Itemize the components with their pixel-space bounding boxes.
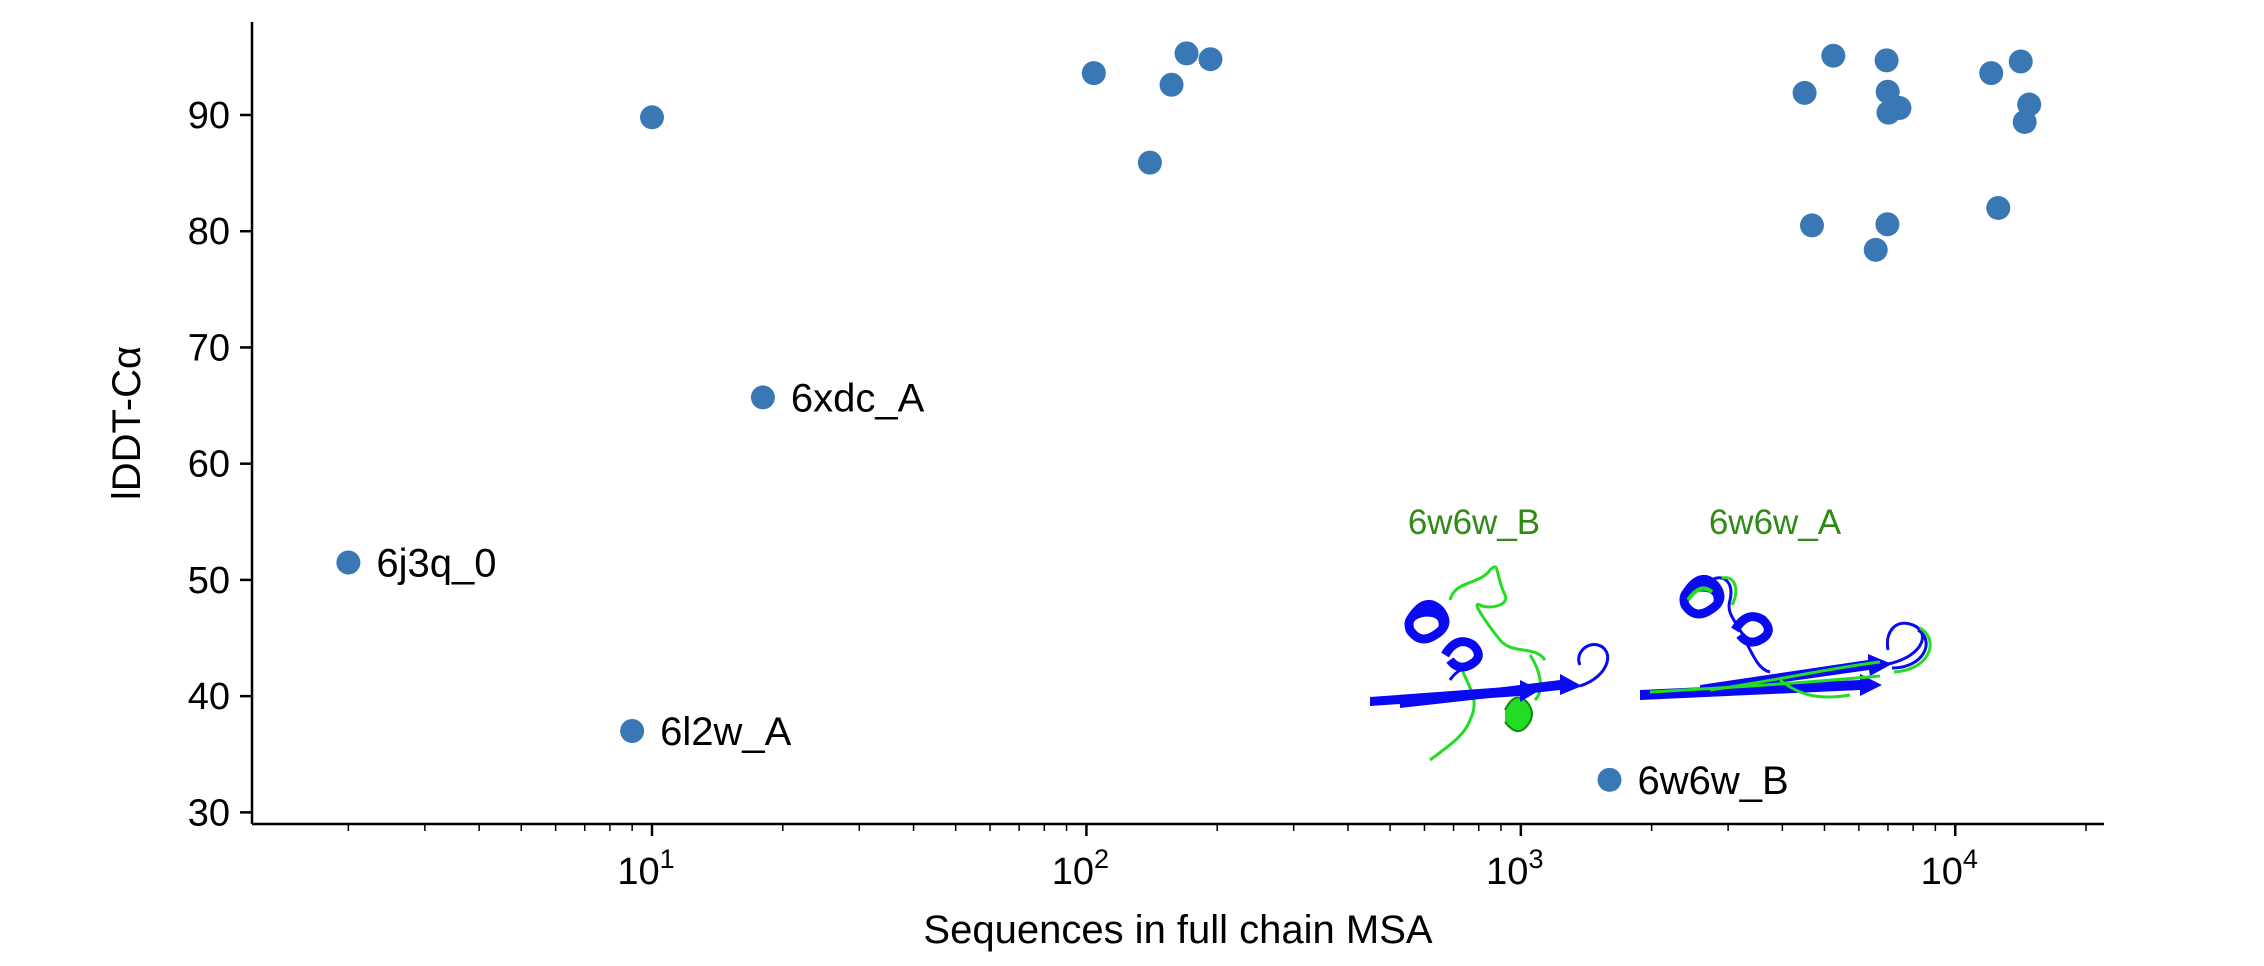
- point-labels: 6j3q_0 6l2w_A 6xdc_A 6w6w_B: [376, 376, 1788, 802]
- axis-ticks: 30 40 50 60 70 80 90 101 102 103 104: [188, 95, 2087, 893]
- data-point-6: [1137, 150, 1162, 175]
- data-point-11: [1799, 213, 1824, 238]
- x-axis-title: Sequences in full chain MSA: [923, 908, 1433, 952]
- data-point-8: [1174, 41, 1199, 66]
- inset-b-green-helix: [1504, 696, 1533, 733]
- inset-b-blue-helix-1: [1404, 599, 1450, 644]
- point-label-6l2w_A: 6l2w_A: [660, 710, 792, 754]
- structure-inset-6w6w-a: 6w6w_A: [1640, 503, 1932, 700]
- inset-a-blue-helix-2: [1731, 612, 1773, 647]
- inset-a-green-overlay-1: [1686, 586, 1714, 602]
- data-point-5: [1081, 61, 1106, 86]
- data-point-7: [1159, 72, 1184, 97]
- structure-inset-6w6w-b: 6w6w_B: [1370, 503, 1610, 762]
- data-point-15: [1875, 212, 1900, 237]
- x-tick-label-10000: 104: [1921, 844, 1978, 893]
- point-label-6j3q_0: 6j3q_0: [376, 541, 496, 585]
- data-point-20: [1986, 195, 2011, 220]
- data-point-2: [750, 385, 775, 410]
- inset-a-green-loop: [1721, 576, 1738, 606]
- data-point-18: [1887, 96, 1912, 121]
- data-point-13: [1863, 237, 1888, 262]
- data-point-3: [1597, 767, 1622, 792]
- point-label-6w6w_B: 6w6w_B: [1638, 759, 1789, 803]
- data-point-1: [620, 719, 645, 744]
- y-tick-label-80: 80: [188, 211, 230, 253]
- data-point-19: [1979, 61, 2004, 86]
- inset-a-green-strand: [1649, 660, 1881, 699]
- data-point-14: [1874, 48, 1899, 73]
- point-label-6xdc_A: 6xdc_A: [791, 376, 925, 420]
- inset-b-blue-helix-2: [1441, 637, 1483, 672]
- y-tick-label-70: 70: [188, 327, 230, 369]
- inset-b-green-tail: [1429, 654, 1542, 762]
- inset-label-6w6w-a: 6w6w_A: [1709, 503, 1842, 542]
- inset-b-blue-turn: [1577, 643, 1610, 688]
- inset-a-turn-green: [1893, 626, 1932, 674]
- inset-a-loop: [1703, 576, 1771, 674]
- inset-b-blue-loop: [1448, 659, 1477, 681]
- y-tick-label-60: 60: [188, 444, 230, 486]
- inset-b-blue-strand-2: [1400, 674, 1582, 708]
- y-tick-label-40: 40: [188, 676, 230, 718]
- data-point-23: [2017, 92, 2042, 117]
- x-tick-label-1000: 103: [1486, 844, 1543, 893]
- data-point-12: [1821, 43, 1846, 68]
- y-tick-label-90: 90: [188, 95, 230, 137]
- inset-label-6w6w-b: 6w6w_B: [1408, 503, 1540, 542]
- x-tick-label-10: 101: [617, 844, 674, 893]
- y-tick-label-30: 30: [188, 792, 230, 834]
- data-point-9: [1198, 47, 1223, 72]
- data-points: [336, 41, 2042, 792]
- inset-b-green-loop: [1448, 565, 1547, 661]
- data-point-0: [336, 550, 361, 575]
- data-point-21: [2008, 49, 2033, 74]
- data-point-10: [1792, 80, 1817, 105]
- x-tick-label-100: 102: [1052, 844, 1109, 893]
- data-point-4: [640, 105, 665, 130]
- y-axis-title: lDDT-Cα: [105, 346, 149, 500]
- inset-a-turn: [1885, 621, 1928, 670]
- y-tick-label-50: 50: [188, 560, 230, 602]
